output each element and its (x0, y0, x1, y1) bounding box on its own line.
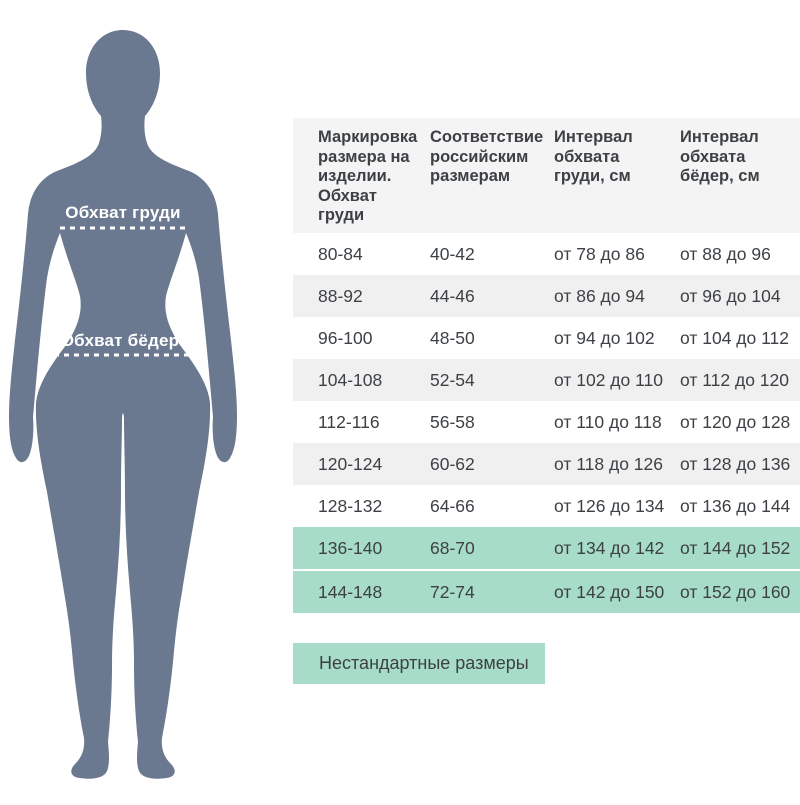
cell-marking: 144-148 (318, 581, 383, 602)
cell-hips-interval: от 104 до 112 (680, 327, 789, 348)
cell-hips-interval: от 96 до 104 (680, 285, 781, 306)
body-shape (9, 30, 237, 779)
table-row: 88-92 44-46 от 86 до 94 от 96 до 104 (293, 275, 800, 317)
cell-chest-interval: от 94 до 102 (554, 327, 655, 348)
table-row: 80-84 40-42 от 78 до 86 от 88 до 96 (293, 233, 800, 275)
table-row-nonstandard: 136-140 68-70 от 134 до 142 от 144 до 15… (293, 527, 800, 569)
cell-russian-size: 60-62 (430, 453, 475, 474)
table-row: 128-132 64-66 от 126 до 134 от 136 до 14… (293, 485, 800, 527)
cell-chest-interval: от 78 до 86 (554, 243, 645, 264)
cell-hips-interval: от 144 до 152 (680, 537, 791, 558)
cell-marking: 96-100 (318, 327, 373, 348)
cell-russian-size: 68-70 (430, 537, 475, 558)
cell-hips-interval: от 120 до 128 (680, 411, 791, 432)
cell-chest-interval: от 102 до 110 (554, 369, 663, 390)
table-row: 112-116 56-58 от 110 до 118 от 120 до 12… (293, 401, 800, 443)
cell-russian-size: 64-66 (430, 495, 475, 516)
cell-chest-interval: от 134 до 142 (554, 537, 665, 558)
table-row: 104-108 52-54 от 102 до 110 от 112 до 12… (293, 359, 800, 401)
hips-measure-label: Обхват бёдер (60, 331, 180, 350)
cell-marking: 112-116 (318, 411, 380, 432)
cell-marking: 104-108 (318, 369, 383, 390)
column-header-marking: Маркировка размера на изделии. Обхват гр… (318, 128, 418, 224)
cell-chest-interval: от 142 до 150 (554, 581, 665, 602)
chest-measure-label: Обхват груди (65, 203, 181, 222)
cell-chest-interval: от 86 до 94 (554, 285, 645, 306)
cell-russian-size: 40-42 (430, 243, 475, 264)
cell-hips-interval: от 112 до 120 (680, 369, 789, 390)
table-row: 120-124 60-62 от 118 до 126 от 128 до 13… (293, 443, 800, 485)
nonstandard-sizes-legend: Нестандартные размеры (293, 643, 545, 684)
cell-russian-size: 56-58 (430, 411, 475, 432)
cell-marking: 80-84 (318, 243, 363, 264)
cell-hips-interval: от 136 до 144 (680, 495, 791, 516)
cell-russian-size: 72-74 (430, 581, 475, 602)
cell-marking: 120-124 (318, 453, 383, 474)
cell-hips-interval: от 152 до 160 (680, 581, 791, 602)
cell-marking: 136-140 (318, 537, 383, 558)
cell-russian-size: 48-50 (430, 327, 475, 348)
cell-russian-size: 44-46 (430, 285, 475, 306)
cell-hips-interval: от 128 до 136 (680, 453, 791, 474)
table-header-row: Маркировка размера на изделии. Обхват гр… (293, 118, 800, 233)
size-table: Маркировка размера на изделии. Обхват гр… (293, 118, 800, 613)
cell-chest-interval: от 110 до 118 (554, 411, 662, 432)
cell-marking: 88-92 (318, 285, 363, 306)
table-row-nonstandard: 144-148 72-74 от 142 до 150 от 152 до 16… (293, 571, 800, 613)
cell-marking: 128-132 (318, 495, 383, 516)
cell-chest-interval: от 118 до 126 (554, 453, 663, 474)
column-header-russian-size: Соответствие российским размерам (430, 128, 544, 185)
cell-russian-size: 52-54 (430, 369, 475, 390)
column-header-chest-interval: Интервал обхвата груди, см (554, 128, 633, 185)
column-header-hips-interval: Интервал обхвата бёдер, см (680, 128, 760, 185)
cell-hips-interval: от 88 до 96 (680, 243, 771, 264)
legend-label: Нестандартные размеры (319, 653, 529, 673)
table-row: 96-100 48-50 от 94 до 102 от 104 до 112 (293, 317, 800, 359)
cell-chest-interval: от 126 до 134 (554, 495, 665, 516)
